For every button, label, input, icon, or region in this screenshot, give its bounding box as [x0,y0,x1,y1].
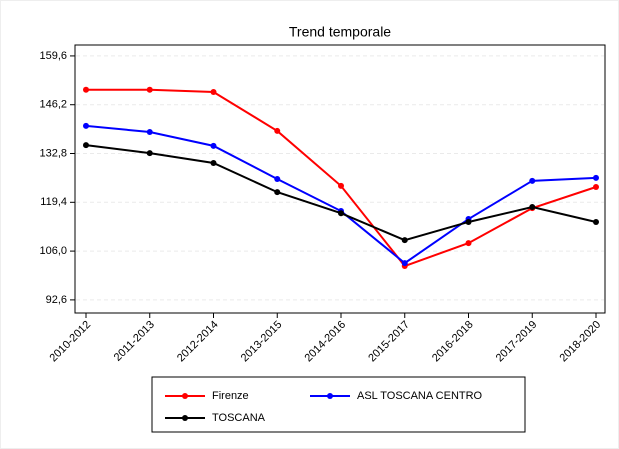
point [465,240,472,247]
point [146,86,153,93]
point [210,142,217,149]
legend-label: TOSCANA [212,412,266,424]
point [210,88,217,95]
point [593,184,599,191]
point [83,142,89,149]
point [274,176,281,182]
legend-label: Firenze [212,390,249,402]
point [274,127,281,134]
chart-title: Trend temporale [289,24,391,40]
y-tick-label: 159,6 [39,50,67,62]
point [401,260,408,267]
y-tick-label: 106,0 [39,245,67,257]
y-tick-label: 146,2 [39,99,67,111]
point [146,129,153,136]
legend-marker [182,393,188,399]
y-tick-label: 132,8 [39,147,67,159]
point [593,174,599,181]
point [529,177,536,184]
y-tick-label: 119,4 [40,196,67,208]
point [274,189,281,196]
point [146,150,153,157]
point [593,218,599,225]
y-tick-label: 92,6 [46,294,67,306]
point [338,210,344,217]
point [210,159,217,166]
legend-marker [327,393,333,399]
plot-frame [74,44,606,314]
legend-box [151,376,526,433]
legend-marker [182,415,188,421]
point [83,86,89,93]
point [83,122,89,129]
point [465,218,472,225]
legend-label: ASL TOSCANA CENTRO [357,390,483,402]
point [338,182,344,189]
point [529,204,536,211]
point [401,237,408,244]
